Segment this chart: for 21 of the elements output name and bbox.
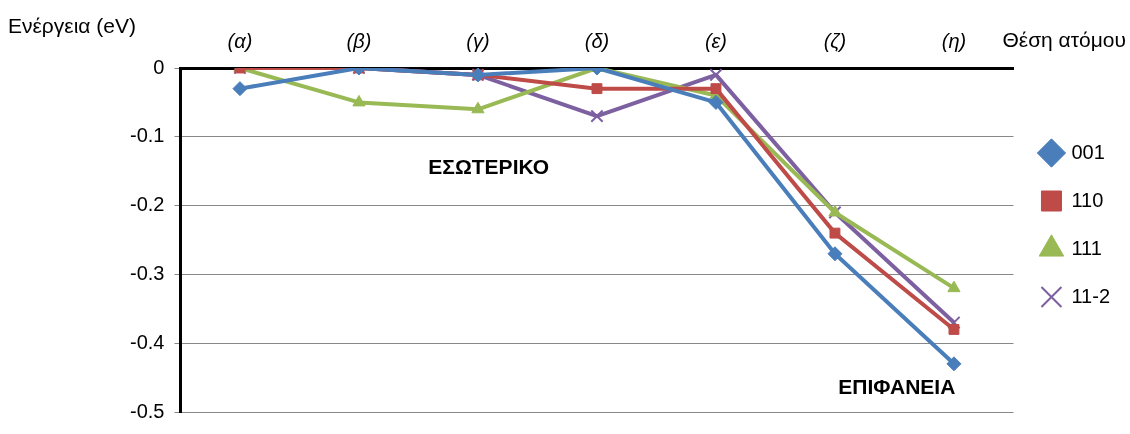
x-tick-label: (δ) <box>584 29 610 52</box>
x-tick-label: (η) <box>941 29 967 52</box>
x-tick-label: (α) <box>227 29 253 52</box>
x-tick-label: (γ) <box>466 29 490 52</box>
y-tick-label: -0.1 <box>129 124 165 147</box>
y-axis-title: Ενέργεια (eV) <box>8 14 136 38</box>
legend-label: 110 <box>1071 188 1104 211</box>
x-tick-label: (ζ) <box>823 29 847 52</box>
y-tick-label: -0.4 <box>129 330 165 353</box>
x-tick-label: (ε) <box>704 29 728 52</box>
y-tick-label: -0.5 <box>129 399 165 422</box>
x-axis-title: Θέση ατόμου <box>1002 28 1126 52</box>
legend-label: 001 <box>1071 140 1105 163</box>
annotation: ΕΣΩΤΕΡΙΚΟ <box>428 154 550 178</box>
y-tick-label: -0.3 <box>129 261 165 284</box>
legend-label: 11-2 <box>1071 284 1110 307</box>
x-tick-label: (β) <box>346 29 372 52</box>
annotation: ΕΠΙΦΑΝΕΙΑ <box>838 374 956 398</box>
y-tick-label: 0 <box>153 55 165 78</box>
y-tick-label: -0.2 <box>129 193 165 216</box>
legend-label: 111 <box>1071 236 1102 259</box>
